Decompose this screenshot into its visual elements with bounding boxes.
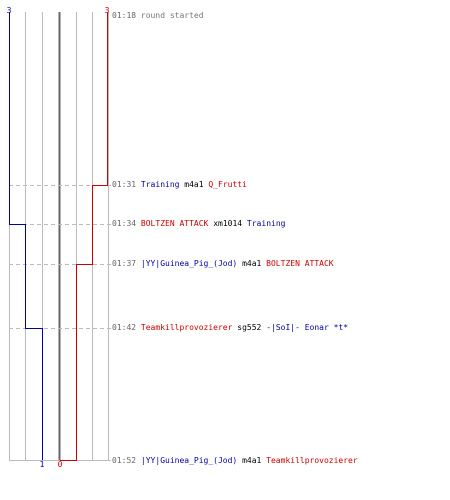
event-time: 01:42: [112, 323, 137, 332]
weapon-name: sg552: [237, 323, 262, 332]
event-time: 01:37: [112, 259, 137, 268]
round-timeline-chart: 3 3 1 0: [7, 6, 112, 469]
blue-team-step-line: [9, 12, 43, 460]
killer-name: Teamkillprovozierer: [140, 323, 233, 332]
red-end-count: 0: [58, 460, 63, 469]
event-row: 01:42 Teamkillprovozierer sg552 -|SoI|- …: [112, 323, 348, 333]
victim-name: BOLTZEN ATTACK: [266, 259, 334, 268]
weapon-name: m4a1: [242, 456, 262, 465]
killer-name: |YY|Guinea_Pig_(Jod): [140, 456, 238, 465]
event-row: 01:18 round started: [112, 11, 204, 21]
killer-name: BOLTZEN ATTACK: [140, 219, 209, 228]
event-time: 01:31: [112, 180, 137, 189]
weapon-name: m4a1: [184, 180, 204, 189]
blue-start-count: 3: [7, 6, 12, 15]
victim-name: Training: [246, 219, 286, 228]
grid-lines: [9, 12, 109, 461]
blue-end-count: 1: [40, 460, 45, 469]
event-row: 01:52 |YY|Guinea_Pig_(Jod) m4a1 Teamkill…: [112, 456, 358, 466]
killer-name: Training: [140, 180, 180, 189]
red-team-step-line: [60, 12, 108, 461]
event-message: round started: [140, 11, 204, 20]
event-time: 01:18: [112, 11, 137, 20]
event-row: 01:31 Training m4a1 Q_Frutti: [112, 180, 247, 190]
red-start-count: 3: [105, 6, 110, 15]
victim-name: Teamkillprovozierer: [266, 456, 358, 465]
event-row: 01:34 BOLTZEN ATTACK xm1014 Training: [112, 219, 285, 229]
event-time: 01:52: [112, 456, 137, 465]
event-log: 01:18 round started 01:31 Training m4a1 Q…: [112, 0, 448, 500]
killer-name: |YY|Guinea_Pig_(Jod): [140, 259, 238, 268]
victim-name: Q_Frutti: [208, 180, 247, 189]
event-row: 01:37 |YY|Guinea_Pig_(Jod) m4a1 BOLTZEN …: [112, 259, 334, 269]
weapon-name: xm1014: [213, 219, 243, 228]
event-time: 01:34: [112, 219, 137, 228]
victim-name: -|SoI|- Eonar *t*: [266, 323, 349, 332]
weapon-name: m4a1: [242, 259, 262, 268]
